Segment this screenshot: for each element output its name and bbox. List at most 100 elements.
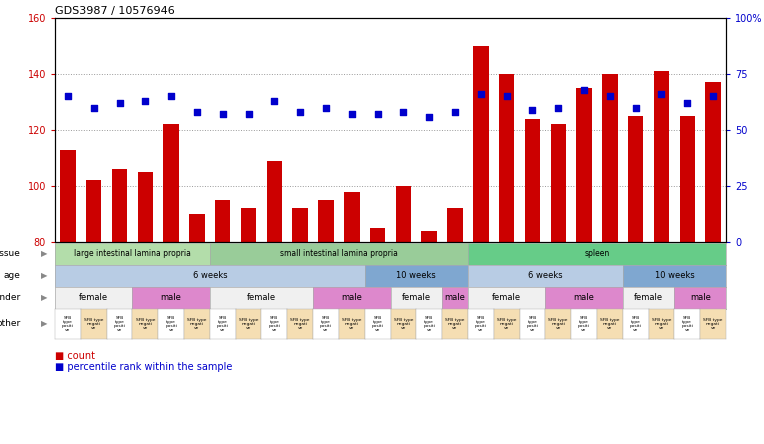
Text: tissue: tissue bbox=[0, 250, 21, 258]
Text: ■ percentile rank within the sample: ■ percentile rank within the sample bbox=[55, 362, 232, 373]
Bar bbox=[396, 186, 411, 242]
Point bbox=[371, 111, 384, 118]
Text: SFB type
negati
ve: SFB type negati ve bbox=[135, 318, 155, 330]
Text: SFB
type
positi
ve: SFB type positi ve bbox=[165, 316, 177, 333]
Bar bbox=[679, 116, 695, 242]
Text: SFB
type
positi
ve: SFB type positi ve bbox=[114, 316, 125, 333]
Text: SFB
type
positi
ve: SFB type positi ve bbox=[681, 316, 693, 333]
Text: small intestinal lamina propria: small intestinal lamina propria bbox=[280, 250, 398, 258]
Text: 6 weeks: 6 weeks bbox=[528, 271, 562, 281]
Point bbox=[88, 104, 100, 111]
Point bbox=[526, 106, 539, 113]
Text: female: female bbox=[634, 293, 663, 302]
Bar bbox=[473, 46, 488, 242]
Text: female: female bbox=[247, 293, 276, 302]
Text: SFB
type
positi
ve: SFB type positi ve bbox=[526, 316, 539, 333]
Point bbox=[217, 111, 229, 118]
Text: male: male bbox=[342, 293, 362, 302]
Point bbox=[578, 86, 590, 93]
Bar bbox=[705, 83, 721, 242]
Point bbox=[113, 99, 125, 107]
Point bbox=[294, 108, 306, 115]
Point bbox=[191, 108, 203, 115]
Text: SFB
type
positi
ve: SFB type positi ve bbox=[62, 316, 74, 333]
Bar bbox=[189, 214, 205, 242]
Bar bbox=[499, 74, 514, 242]
Point bbox=[62, 93, 74, 100]
Point bbox=[423, 113, 435, 120]
Text: SFB
type
positi
ve: SFB type positi ve bbox=[320, 316, 332, 333]
Text: SFB type
negati
ve: SFB type negati ve bbox=[549, 318, 568, 330]
Bar bbox=[525, 119, 540, 242]
Point bbox=[165, 93, 177, 100]
Bar bbox=[551, 124, 566, 242]
Point bbox=[345, 111, 358, 118]
Point bbox=[552, 104, 565, 111]
Text: female: female bbox=[492, 293, 521, 302]
Text: male: male bbox=[690, 293, 711, 302]
Text: SFB type
negati
ve: SFB type negati ve bbox=[342, 318, 361, 330]
Text: other: other bbox=[0, 320, 21, 329]
Text: ▶: ▶ bbox=[40, 250, 47, 258]
Bar bbox=[654, 71, 669, 242]
Text: 10 weeks: 10 weeks bbox=[655, 271, 694, 281]
Text: ▶: ▶ bbox=[40, 320, 47, 329]
Text: SFB
type
positi
ve: SFB type positi ve bbox=[268, 316, 280, 333]
Text: SFB
type
positi
ve: SFB type positi ve bbox=[217, 316, 228, 333]
Text: female: female bbox=[79, 293, 108, 302]
Text: gender: gender bbox=[0, 293, 21, 302]
Text: SFB
type
positi
ve: SFB type positi ve bbox=[475, 316, 487, 333]
Bar bbox=[293, 208, 308, 242]
Bar bbox=[344, 192, 360, 242]
Bar bbox=[576, 88, 592, 242]
Text: SFB type
negati
ve: SFB type negati ve bbox=[600, 318, 620, 330]
Bar bbox=[370, 228, 385, 242]
Point bbox=[139, 97, 151, 104]
Bar bbox=[163, 124, 179, 242]
Point bbox=[630, 104, 642, 111]
Text: SFB type
negati
ve: SFB type negati ve bbox=[290, 318, 310, 330]
Text: 10 weeks: 10 weeks bbox=[397, 271, 436, 281]
Point bbox=[604, 93, 616, 100]
Bar bbox=[112, 169, 128, 242]
Text: SFB type
negati
ve: SFB type negati ve bbox=[497, 318, 516, 330]
Bar bbox=[138, 172, 153, 242]
Bar bbox=[267, 161, 282, 242]
Text: SFB type
negati
ve: SFB type negati ve bbox=[445, 318, 465, 330]
Bar bbox=[447, 208, 463, 242]
Bar bbox=[319, 200, 334, 242]
Text: large intestinal lamina propria: large intestinal lamina propria bbox=[74, 250, 191, 258]
Text: ▶: ▶ bbox=[40, 271, 47, 281]
Text: spleen: spleen bbox=[584, 250, 610, 258]
Text: SFB type
negati
ve: SFB type negati ve bbox=[704, 318, 723, 330]
Text: SFB
type
positi
ve: SFB type positi ve bbox=[578, 316, 590, 333]
Text: SFB
type
positi
ve: SFB type positi ve bbox=[371, 316, 384, 333]
Point bbox=[397, 108, 410, 115]
Text: SFB type
negati
ve: SFB type negati ve bbox=[652, 318, 672, 330]
Text: male: male bbox=[445, 293, 465, 302]
Text: male: male bbox=[160, 293, 182, 302]
Bar bbox=[602, 74, 617, 242]
Bar bbox=[86, 180, 102, 242]
Bar bbox=[422, 231, 437, 242]
Text: male: male bbox=[574, 293, 594, 302]
Point bbox=[707, 93, 719, 100]
Text: SFB type
negati
ve: SFB type negati ve bbox=[187, 318, 207, 330]
Point bbox=[656, 91, 668, 98]
Point bbox=[242, 111, 254, 118]
Text: female: female bbox=[402, 293, 431, 302]
Point bbox=[268, 97, 280, 104]
Bar bbox=[628, 116, 643, 242]
Bar bbox=[241, 208, 256, 242]
Point bbox=[320, 104, 332, 111]
Text: SFB type
negati
ve: SFB type negati ve bbox=[393, 318, 413, 330]
Text: SFB type
negati
ve: SFB type negati ve bbox=[239, 318, 258, 330]
Text: age: age bbox=[4, 271, 21, 281]
Point bbox=[500, 93, 513, 100]
Text: ▶: ▶ bbox=[40, 293, 47, 302]
Text: SFB type
negati
ve: SFB type negati ve bbox=[84, 318, 103, 330]
Bar bbox=[60, 150, 76, 242]
Point bbox=[449, 108, 461, 115]
Text: 6 weeks: 6 weeks bbox=[193, 271, 227, 281]
Text: ■ count: ■ count bbox=[55, 351, 95, 361]
